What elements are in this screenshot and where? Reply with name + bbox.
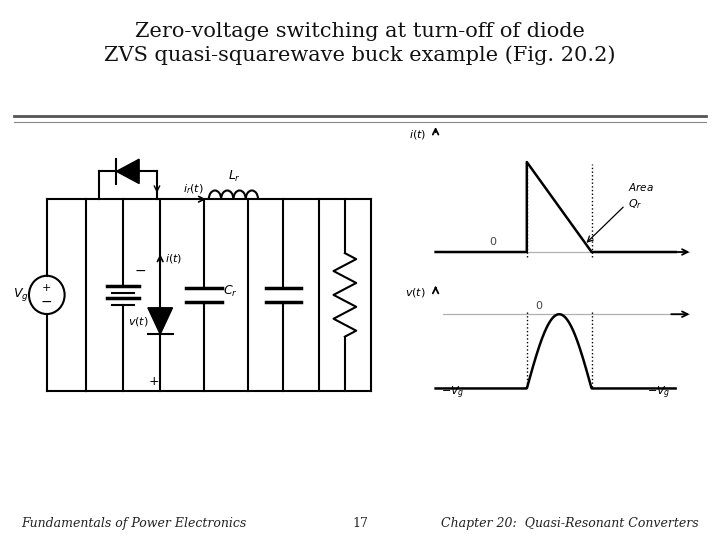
Text: Zero-voltage switching at turn-off of diode
ZVS quasi-squarewave buck example (F: Zero-voltage switching at turn-off of di… xyxy=(104,22,616,65)
Text: $i_r(t)$: $i_r(t)$ xyxy=(183,183,204,196)
Text: $i(t)$: $i(t)$ xyxy=(165,252,182,265)
Polygon shape xyxy=(117,159,139,184)
Polygon shape xyxy=(148,308,173,334)
Text: $v(t)$: $v(t)$ xyxy=(128,315,148,328)
Text: Chapter 20:  Quasi-Resonant Converters: Chapter 20: Quasi-Resonant Converters xyxy=(441,517,698,530)
Text: $L_r$: $L_r$ xyxy=(228,169,241,184)
Text: −: − xyxy=(41,295,53,309)
Text: $v(t)$: $v(t)$ xyxy=(405,286,426,299)
Text: $-V_g$: $-V_g$ xyxy=(441,384,464,401)
Text: $-V_g$: $-V_g$ xyxy=(647,384,670,401)
Text: $V_g$: $V_g$ xyxy=(13,286,29,303)
Text: 17: 17 xyxy=(352,517,368,530)
Text: +: + xyxy=(148,375,159,388)
Text: $Q_r$: $Q_r$ xyxy=(628,197,642,211)
Text: −: − xyxy=(135,264,147,278)
Text: +: + xyxy=(42,283,52,293)
Text: $i(t)$: $i(t)$ xyxy=(409,128,426,141)
Text: 0: 0 xyxy=(490,237,497,247)
Text: $C_r$: $C_r$ xyxy=(223,284,238,299)
Text: $Area$: $Area$ xyxy=(628,181,654,193)
Text: Fundamentals of Power Electronics: Fundamentals of Power Electronics xyxy=(22,517,247,530)
Text: 0: 0 xyxy=(535,301,542,311)
